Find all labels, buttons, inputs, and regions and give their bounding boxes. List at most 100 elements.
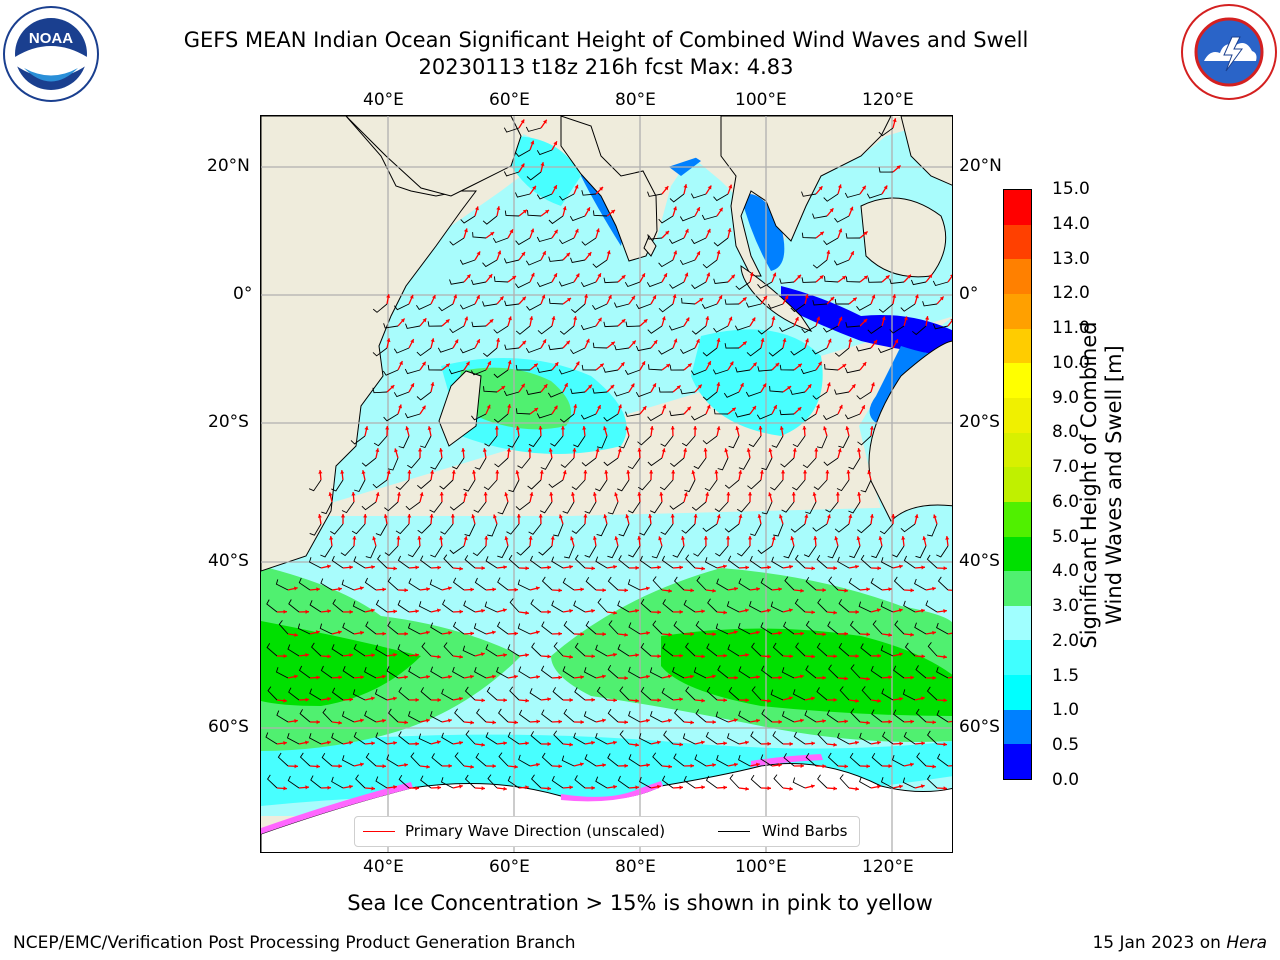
wind-barb — [407, 457, 421, 469]
wave-direction-arrowhead — [745, 740, 749, 745]
wave-direction-arrowhead — [496, 206, 501, 210]
wave-direction-arrowhead — [430, 382, 435, 386]
wind-barb — [660, 435, 674, 447]
wind-barb — [581, 237, 597, 246]
wave-direction-arrowhead — [532, 185, 536, 190]
wind-barb — [592, 342, 608, 349]
wind-barb — [662, 599, 674, 613]
wave-direction-arrowhead — [592, 536, 597, 540]
wave-direction-arrowhead — [476, 295, 480, 300]
wind-barb — [661, 555, 674, 569]
wind-barb — [824, 276, 839, 283]
wave-direction-arrowhead — [706, 404, 711, 409]
wind-barb — [870, 578, 883, 591]
wind-barb — [538, 545, 553, 556]
wave-direction-arrowhead — [800, 718, 804, 723]
noaa-logo: NOAA — [3, 6, 99, 102]
wave-direction-arrowhead — [463, 536, 468, 541]
wind-barb — [713, 325, 729, 333]
wind-barb — [751, 642, 762, 657]
wave-direction-arrowhead — [439, 448, 444, 452]
wind-barb — [267, 774, 278, 789]
wave-direction-arrowhead — [562, 206, 567, 211]
wind-barb — [834, 347, 850, 357]
wave-direction-arrowhead — [371, 565, 375, 570]
wind-barb — [661, 687, 674, 701]
wave-direction-arrowhead — [826, 514, 831, 519]
wind-barb — [628, 710, 641, 723]
wind-barb — [498, 708, 509, 723]
wave-direction-arrowhead — [522, 340, 526, 345]
wave-direction-arrowhead — [635, 653, 639, 658]
wave-direction-arrowhead — [668, 632, 672, 637]
wave-direction-arrowhead — [943, 698, 947, 703]
wave-direction-arrowhead — [899, 784, 903, 789]
wind-barb — [801, 413, 817, 422]
wave-direction-arrowhead — [547, 565, 551, 570]
wind-barb — [936, 666, 949, 679]
wind-barb — [597, 598, 608, 613]
wave-direction-arrowhead — [788, 696, 793, 701]
wind-barb — [375, 732, 388, 745]
wind-barb — [525, 126, 542, 132]
wave-direction-arrowhead — [852, 297, 857, 302]
wind-barb — [715, 545, 729, 557]
wave-direction-arrowhead — [459, 696, 463, 701]
wind-barb — [760, 578, 773, 591]
wave-direction-arrowhead — [514, 631, 518, 636]
wave-direction-arrowhead — [484, 536, 489, 540]
wind-barb — [823, 457, 839, 466]
wave-direction-arrowhead — [536, 719, 540, 724]
wind-barb — [900, 523, 916, 533]
wave-direction-arrowhead — [569, 742, 573, 747]
wind-barb — [770, 479, 784, 491]
wave-direction-arrowhead — [667, 674, 672, 679]
wind-barb — [408, 666, 421, 679]
wind-barb — [574, 687, 586, 701]
wind-barb — [508, 554, 520, 569]
wave-direction-arrowhead — [862, 185, 866, 190]
wind-barb — [625, 321, 641, 327]
wave-direction-arrowhead — [706, 272, 711, 277]
wave-direction-arrowhead — [349, 697, 353, 702]
wave-direction-arrowhead — [410, 339, 414, 344]
wave-direction-arrowhead — [950, 274, 952, 277]
wind-barb — [528, 523, 542, 535]
wave-direction-arrowhead — [491, 630, 496, 635]
wave-direction-arrowhead — [404, 720, 408, 725]
wind-barb — [827, 545, 839, 559]
wind-barb — [551, 775, 564, 789]
wind-barb — [857, 523, 872, 534]
wind-barb — [309, 523, 322, 536]
wave-direction-arrowhead — [812, 492, 817, 496]
wind-barb — [618, 555, 630, 569]
wave-direction-arrowhead — [481, 566, 485, 571]
wind-barb — [823, 413, 839, 421]
wave-direction-arrowhead — [792, 448, 797, 452]
wave-direction-arrowhead — [522, 209, 527, 214]
wind-barb — [395, 479, 410, 490]
wind-barb — [353, 731, 366, 745]
colorbar-tick-label: 5.0 — [1052, 526, 1080, 547]
wave-direction-arrowhead — [538, 514, 543, 518]
wind-barb — [278, 620, 289, 635]
wind-barb — [596, 435, 608, 449]
wave-direction-arrowhead — [662, 404, 667, 409]
wave-direction-arrowhead — [635, 608, 639, 613]
wave-direction-arrowhead — [502, 608, 507, 613]
wave-direction-arrowhead — [666, 364, 670, 368]
wind-barb — [800, 368, 817, 375]
colorbar-segment — [1004, 536, 1031, 572]
wind-barb — [878, 167, 894, 173]
wave-direction-arrowhead — [950, 318, 952, 321]
wave-direction-arrowhead — [574, 184, 579, 189]
wind-barb — [493, 369, 509, 379]
wind-barb — [647, 191, 663, 197]
wind-barb — [266, 599, 278, 613]
wave-direction-arrowhead — [825, 470, 830, 474]
wave-direction-arrowhead — [480, 652, 485, 657]
wave-direction-arrowhead — [673, 206, 677, 211]
wind-barb — [826, 709, 839, 723]
wave-direction-arrowhead — [503, 698, 507, 703]
wave-direction-arrowhead — [790, 536, 795, 541]
